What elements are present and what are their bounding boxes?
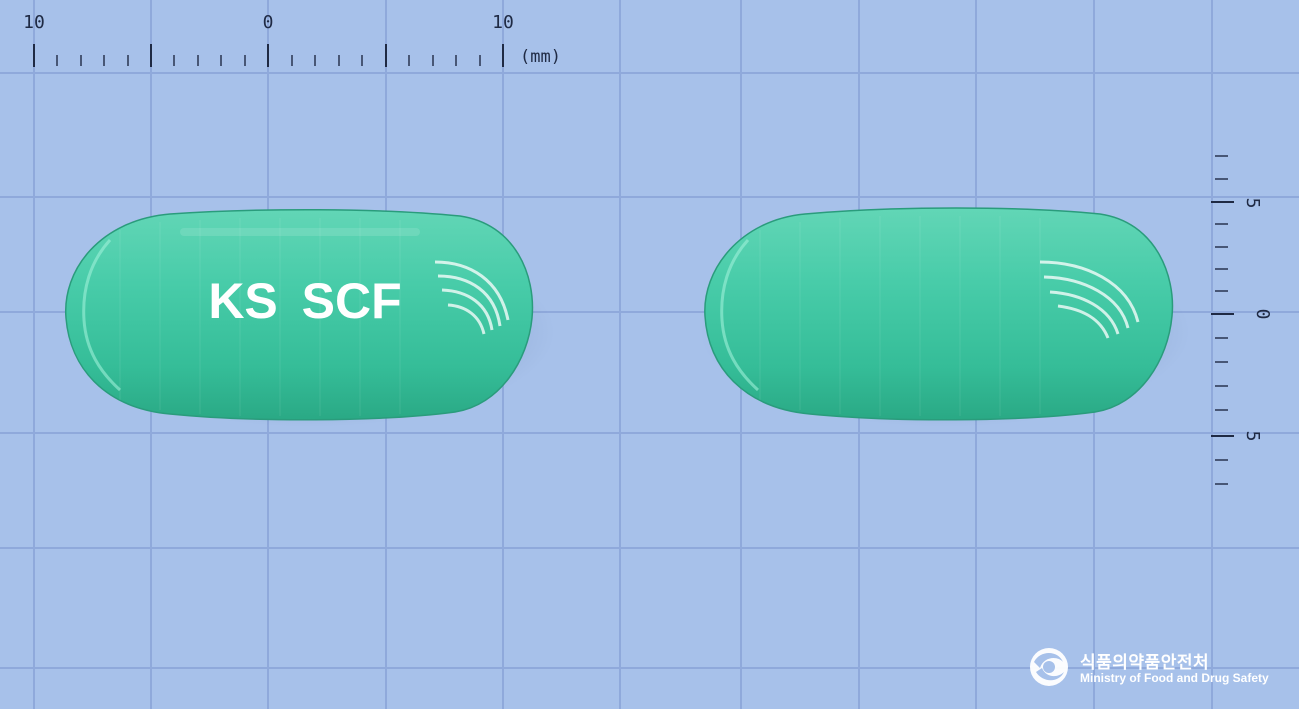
- ruler-label-zero: 0: [263, 12, 274, 33]
- ruler-label-left: 10: [23, 12, 45, 33]
- ruler-label-bottom: 5: [1242, 431, 1263, 442]
- horizontal-ruler: [33, 44, 504, 67]
- ruler-label-middle: 0: [1252, 309, 1273, 320]
- capsule-back: [700, 207, 1190, 427]
- capsule-front: KS SCF: [65, 208, 555, 427]
- mfds-name-korean: 식품의약품안전처: [1080, 653, 1210, 673]
- mfds-logo-icon: [1030, 648, 1068, 686]
- ruler-unit: (mm): [520, 47, 561, 67]
- ruler-label-right: 10: [492, 12, 514, 33]
- mfds-name-english: Ministry of Food and Drug Safety: [1080, 671, 1269, 685]
- pill-imprint: KS SCF: [208, 273, 401, 329]
- ruler-label-top: 5: [1242, 198, 1263, 209]
- vertical-ruler: [1211, 155, 1234, 485]
